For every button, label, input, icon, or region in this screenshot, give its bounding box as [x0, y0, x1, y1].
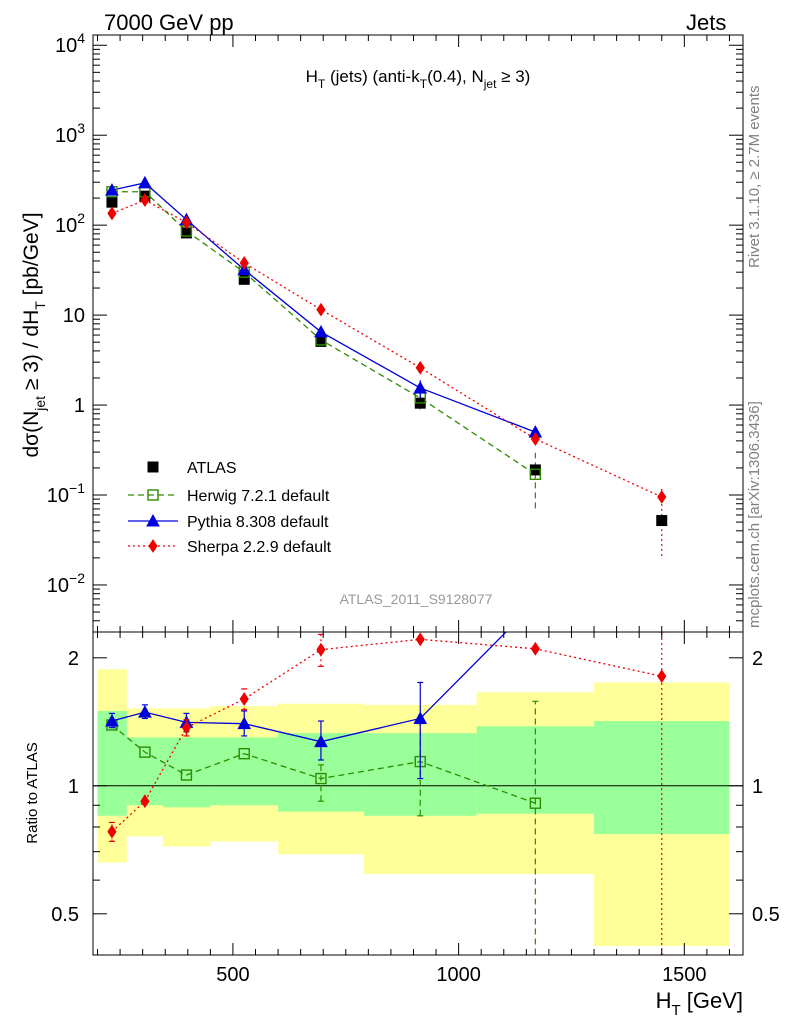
- ratio-y-axis-label: Ratio to ATLAS: [24, 742, 41, 843]
- data-point-ratio: [181, 720, 192, 735]
- legend-label: Sherpa 2.2.9 default: [187, 539, 332, 556]
- ratio-tick-label-right: 1: [752, 776, 763, 798]
- data-point-main: [138, 175, 152, 189]
- watermark: ATLAS_2011_S9128077: [340, 591, 493, 607]
- data-point-main: [105, 183, 119, 196]
- x-tick-label: 500: [216, 964, 249, 986]
- stat-uncertainty-band: [97, 710, 127, 816]
- x-axis-label: HT [GeV]: [656, 988, 743, 1019]
- header-right: Jets: [686, 10, 727, 35]
- data-point-ratio: [413, 711, 428, 724]
- y-tick-label: 102: [55, 210, 85, 237]
- stat-uncertainty-band: [126, 737, 163, 806]
- data-point-ratio: [140, 794, 150, 809]
- stat-uncertainty-band: [162, 737, 211, 808]
- data-point-ratio: [530, 641, 540, 656]
- data-point-ratio: [237, 716, 252, 730]
- data-point-ratio: [105, 714, 119, 727]
- legend-marker: [147, 489, 159, 501]
- data-point-ratio: [415, 632, 425, 647]
- mcplots-label: mcplots.cern.ch [arXiv:1306.3436]: [746, 401, 763, 628]
- x-tick-label: 1500: [662, 964, 707, 986]
- header-left: 7000 GeV pp: [104, 10, 234, 35]
- data-point-atlas: [106, 196, 118, 208]
- chart-title: HT (jets) (anti-kT(0.4), Njet ≥ 3): [306, 67, 531, 91]
- data-point-ratio: [139, 746, 151, 758]
- data-point-main: [140, 193, 150, 207]
- legend-label: Pythia 8.308 default: [187, 514, 329, 531]
- x-tick-label: 1000: [436, 964, 481, 986]
- data-point-ratio: [316, 642, 326, 657]
- main-panel: [105, 175, 668, 556]
- data-point-atlas: [238, 273, 250, 285]
- data-point-ratio: [314, 734, 328, 748]
- legend-marker: [146, 513, 160, 527]
- ratio-frame: [92, 631, 744, 956]
- data-point-ratio: [180, 769, 193, 781]
- data-point-main: [181, 215, 192, 230]
- data-point-ratio: [315, 772, 327, 785]
- rivet-label: Rivet 3.1.10, ≥ 2.7M events: [746, 85, 763, 269]
- data-point-main: [107, 206, 117, 221]
- series-line-ratio: [111, 638, 662, 833]
- ratio-panel: [93, 596, 743, 955]
- data-point-ratio: [107, 824, 117, 839]
- ratio-tick-label: 2: [68, 648, 79, 670]
- legend-label-atlas: ATLAS: [187, 460, 237, 477]
- y-tick-label: 103: [55, 120, 85, 147]
- data-point-atlas: [656, 515, 668, 527]
- y-tick-label: 10−1: [47, 480, 85, 507]
- data-point-main: [314, 324, 328, 338]
- ratio-tick-label: 1: [68, 776, 79, 798]
- y-axis-label: dσ(Njet ≥ 3) / dHT [pb/GeV]: [20, 212, 48, 457]
- data-point-main: [657, 490, 667, 504]
- legend-marker-atlas: [147, 461, 159, 473]
- data-point-main: [239, 256, 249, 270]
- legend-marker: [148, 539, 158, 553]
- plot-frames: [92, 34, 744, 956]
- data-point-main: [530, 432, 540, 446]
- data-point-main: [316, 302, 326, 317]
- data-point-main: [415, 360, 425, 375]
- ratio-tick-label-right: 2: [752, 648, 763, 670]
- y-tick-label: 104: [55, 30, 85, 57]
- data-point-ratio: [657, 669, 667, 684]
- data-point-ratio: [238, 747, 250, 760]
- ratio-uncertainty-bands: [97, 669, 730, 946]
- stat-uncertainty-band: [210, 737, 279, 806]
- data-point-ratio: [529, 797, 542, 809]
- y-tick-label: 10: [63, 305, 85, 327]
- ratio-tick-label: 0.5: [51, 904, 79, 926]
- data-point-ratio: [138, 705, 152, 718]
- y-tick-label: 10−2: [47, 570, 85, 597]
- series-line-main: [111, 199, 663, 498]
- data-point-ratio: [529, 596, 541, 607]
- ratio-tick-label-right: 0.5: [752, 904, 780, 926]
- data-point-main: [529, 468, 542, 480]
- data-point-ratio: [239, 692, 249, 706]
- legend-label: Herwig 7.2.1 default: [187, 488, 330, 505]
- legend: ATLAS Herwig 7.2.1 default Pythia 8.308 de…: [128, 460, 332, 556]
- data-point-main: [413, 380, 428, 394]
- y-tick-label: 1: [74, 395, 85, 417]
